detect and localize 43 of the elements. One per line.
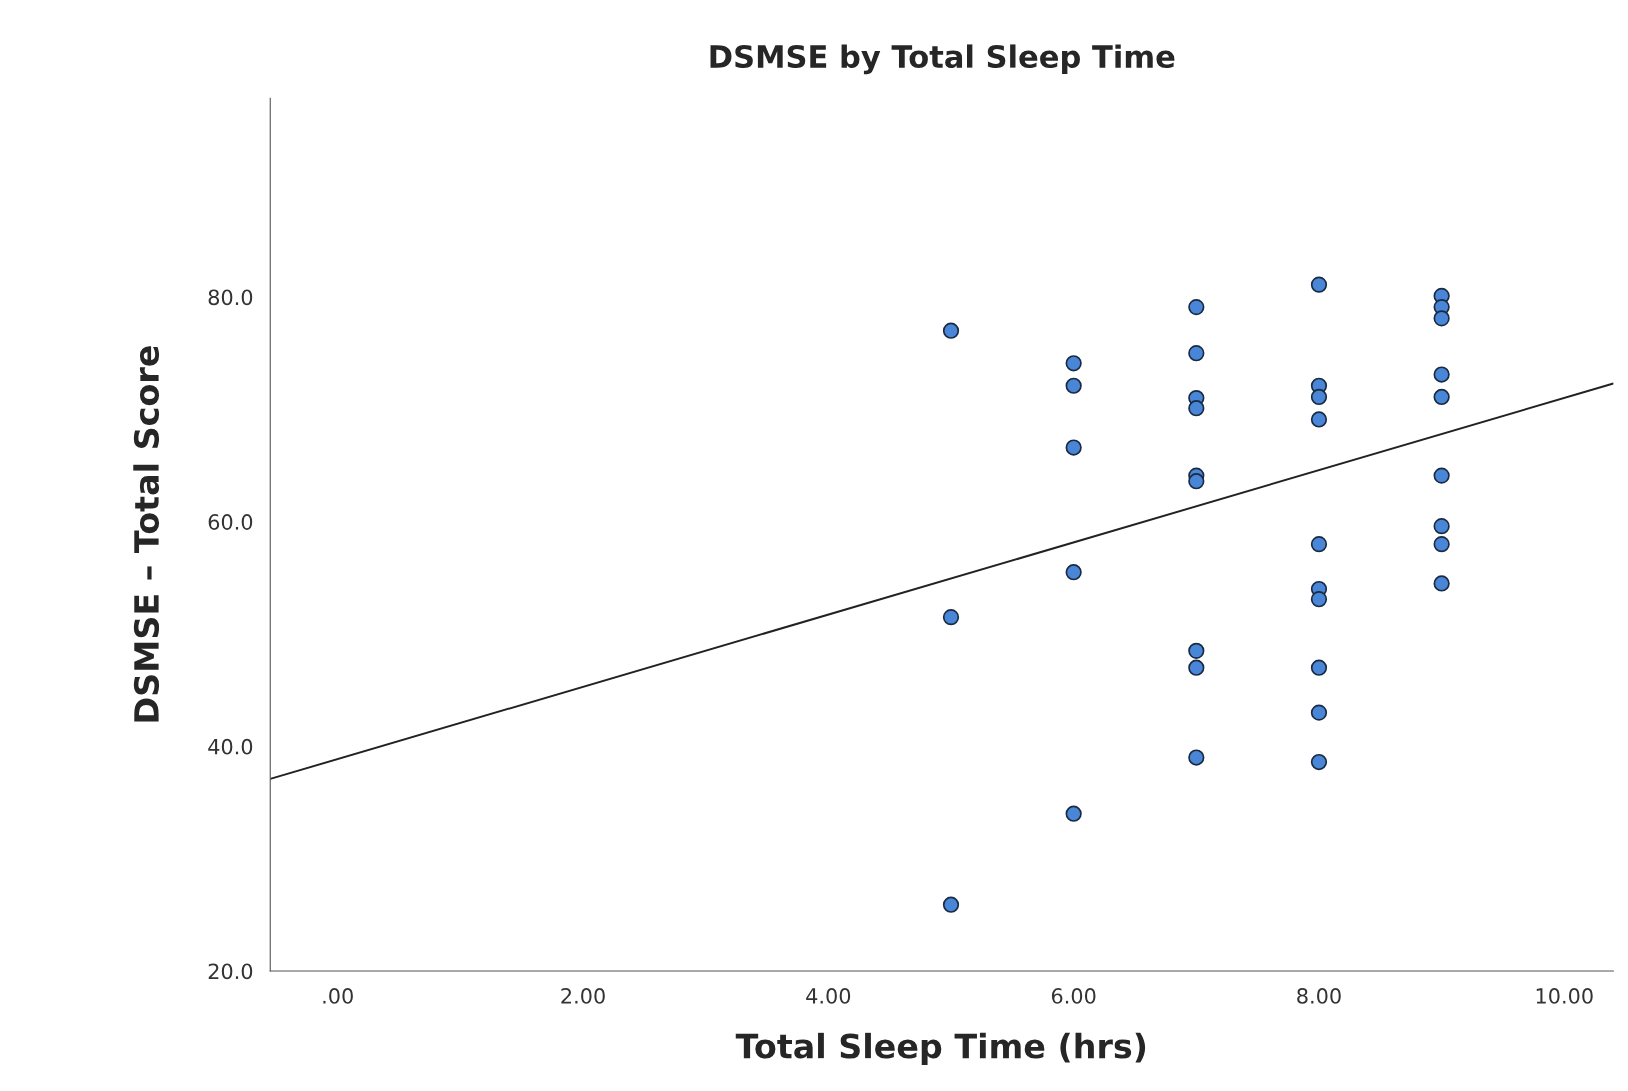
point <box>1065 355 1082 372</box>
point <box>1188 345 1205 362</box>
point <box>1310 276 1328 293</box>
point <box>1188 473 1205 490</box>
point <box>1188 659 1205 676</box>
point <box>1188 400 1205 417</box>
y-tick-label: 80.0 <box>208 289 253 306</box>
point <box>1065 564 1082 581</box>
y-tick-label: 40.0 <box>208 738 253 755</box>
point <box>1188 749 1205 766</box>
point <box>1310 704 1328 721</box>
point <box>1310 659 1328 676</box>
point <box>1433 388 1450 406</box>
point <box>1065 439 1082 456</box>
point <box>1065 805 1082 822</box>
chart-title: DSMSE by Total Sleep Time <box>710 44 1175 75</box>
y-tick-label: 60.0 <box>208 514 253 530</box>
point <box>1310 753 1328 771</box>
x-tick-label: 6.00 <box>1051 988 1096 1004</box>
point <box>942 609 960 626</box>
point <box>1433 467 1450 484</box>
point <box>1310 536 1328 553</box>
x-axis-title: Total Sleep Time (hrs) <box>735 1032 1146 1066</box>
point <box>942 322 960 339</box>
x-tick-label: 10.00 <box>1536 988 1593 1004</box>
point <box>1310 388 1328 406</box>
x-tick-label: 8.00 <box>1297 988 1341 1004</box>
point <box>1433 366 1450 383</box>
point <box>1310 411 1328 428</box>
point <box>1433 536 1450 553</box>
point <box>942 896 960 913</box>
point <box>1188 299 1205 316</box>
y-axis-title: DSMSE – Total Score <box>133 346 160 722</box>
y-tick-label: 20.0 <box>208 963 253 980</box>
x-tick-label: .00 <box>323 988 353 1004</box>
point <box>1188 642 1205 659</box>
point <box>1433 575 1450 592</box>
x-tick-label: 2.00 <box>561 988 605 1004</box>
point <box>1310 591 1328 608</box>
x-tick-label: 4.00 <box>806 988 851 1004</box>
point <box>1433 518 1450 535</box>
point <box>1433 310 1450 327</box>
point <box>1065 377 1082 394</box>
